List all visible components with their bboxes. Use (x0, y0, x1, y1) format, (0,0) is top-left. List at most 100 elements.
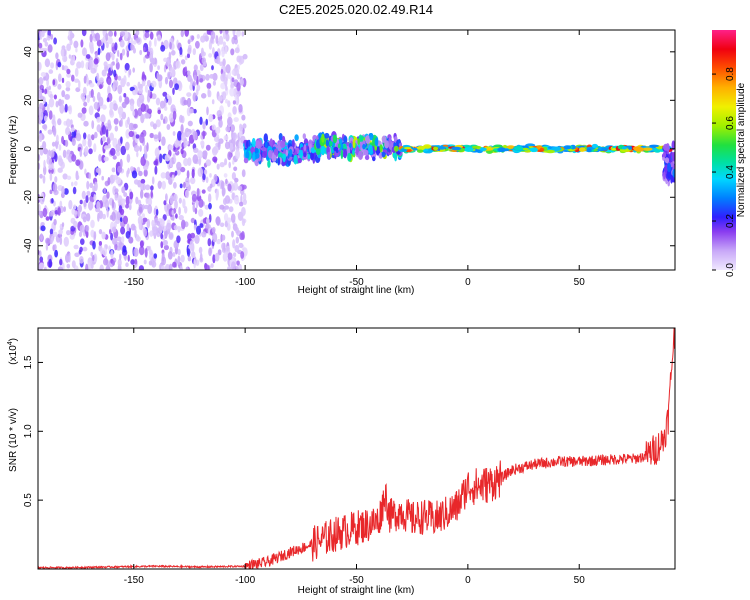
heatmap-cell (143, 204, 149, 210)
heatmap-cell (48, 69, 54, 74)
heatmap-cell (70, 30, 73, 40)
heatmap-cell (48, 110, 53, 120)
heatmap-cell (190, 217, 196, 224)
heatmap-cell (243, 157, 249, 164)
heatmap-cell (104, 66, 108, 72)
heatmap-cell (227, 100, 231, 108)
heatmap-cell (522, 147, 529, 151)
heatmap-cell (130, 166, 134, 172)
heatmap-cell (146, 218, 151, 229)
heatmap-cell (103, 258, 109, 266)
heatmap-cell (379, 144, 383, 153)
heatmap-x-tick-label: -100 (235, 277, 255, 288)
heatmap-cell (404, 146, 412, 150)
heatmap-cell (99, 77, 104, 83)
heatmap-cell (236, 82, 241, 92)
snr-y-ticks: 0.5 1.0 1.5 (23, 355, 675, 507)
heatmap-cell (150, 57, 156, 64)
heatmap-cell (88, 105, 94, 116)
heatmap-cell (138, 246, 145, 256)
heatmap-cell (74, 78, 80, 83)
heatmap-cell (49, 189, 53, 195)
heatmap-cell (231, 172, 236, 180)
heatmap-cell (148, 47, 152, 52)
heatmap-cell (222, 58, 226, 67)
heatmap-cell (169, 195, 174, 205)
heatmap-cell (140, 189, 144, 199)
heatmap-cell (159, 100, 165, 109)
heatmap-cell (222, 91, 227, 101)
heatmap-cell (151, 260, 157, 268)
heatmap-cell (93, 253, 98, 263)
heatmap-cell (71, 181, 74, 187)
heatmap-cell (105, 41, 109, 49)
heatmap-cell (80, 238, 85, 245)
heatmap-cell (53, 218, 57, 226)
heatmap-cell (220, 180, 225, 190)
heatmap-cell (42, 37, 48, 43)
heatmap-cell (242, 53, 248, 60)
heatmap-cell (141, 213, 145, 218)
heatmap-cell (230, 261, 236, 270)
heatmap-cell (74, 212, 77, 219)
heatmap-cell (65, 118, 71, 128)
heatmap-cell (133, 247, 139, 257)
heatmap-cell (199, 64, 204, 72)
heatmap-cell (107, 36, 113, 45)
heatmap-cell (196, 34, 200, 39)
snr-x-ticks: -150 -100 -50 0 50 (124, 328, 585, 586)
heatmap-cell (97, 167, 102, 176)
heatmap-cell (167, 251, 173, 260)
heatmap-cell (66, 175, 72, 180)
snr-y-multiplier-base: (x10 (8, 345, 19, 365)
heatmap-cell (46, 35, 51, 41)
heatmap-cell (39, 263, 43, 270)
heatmap-cell (98, 210, 104, 219)
heatmap-cell (38, 77, 44, 86)
heatmap-cell (160, 172, 166, 179)
heatmap-cell (193, 147, 199, 153)
heatmap-cell (333, 146, 339, 152)
heatmap-cell (40, 95, 45, 101)
heatmap-cell (139, 49, 143, 56)
heatmap-cell (234, 196, 240, 205)
heatmap-cell (139, 145, 142, 152)
heatmap-cell (124, 62, 130, 71)
heatmap-cell (154, 37, 157, 47)
heatmap-cell (125, 231, 131, 239)
heatmap-cell (307, 154, 311, 160)
heatmap-cell (101, 231, 106, 240)
heatmap-cell (199, 223, 204, 228)
heatmap-cell (66, 149, 71, 155)
heatmap-cell (231, 70, 235, 75)
heatmap-cell (169, 67, 175, 78)
heatmap-cell (175, 60, 181, 69)
heatmap-cell (188, 108, 194, 114)
heatmap-cell (219, 204, 225, 210)
heatmap-cell (82, 216, 87, 223)
heatmap-cell (113, 79, 119, 88)
heatmap-y-tick-label: -40 (23, 238, 34, 253)
heatmap-cell (90, 30, 95, 35)
heatmap-cell (144, 151, 148, 160)
heatmap-cell (139, 240, 144, 248)
heatmap-cell (208, 90, 212, 98)
heatmap-cell (187, 39, 191, 45)
heatmap-cell (90, 251, 94, 257)
heatmap-cell (209, 74, 215, 79)
heatmap-cell (227, 151, 232, 161)
heatmap-cell (51, 119, 55, 125)
heatmap-cell (125, 195, 130, 206)
heatmap-cell (357, 138, 361, 145)
heatmap-cell (252, 151, 256, 162)
heatmap-cell (108, 30, 114, 37)
heatmap-cell (53, 244, 57, 251)
heatmap-cell (157, 65, 161, 70)
heatmap-cell (157, 131, 162, 141)
heatmap-cell (117, 258, 122, 267)
heatmap-cell (221, 234, 226, 241)
heatmap-cell (83, 101, 88, 107)
heatmap-cell (198, 208, 204, 217)
heatmap-cell (107, 143, 111, 149)
